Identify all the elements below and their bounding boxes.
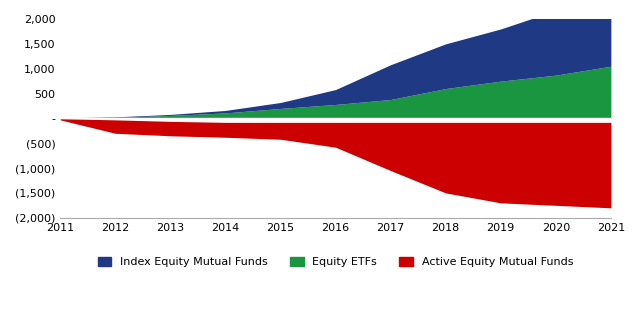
Legend: Index Equity Mutual Funds, Equity ETFs, Active Equity Mutual Funds: Index Equity Mutual Funds, Equity ETFs, … xyxy=(93,253,577,272)
